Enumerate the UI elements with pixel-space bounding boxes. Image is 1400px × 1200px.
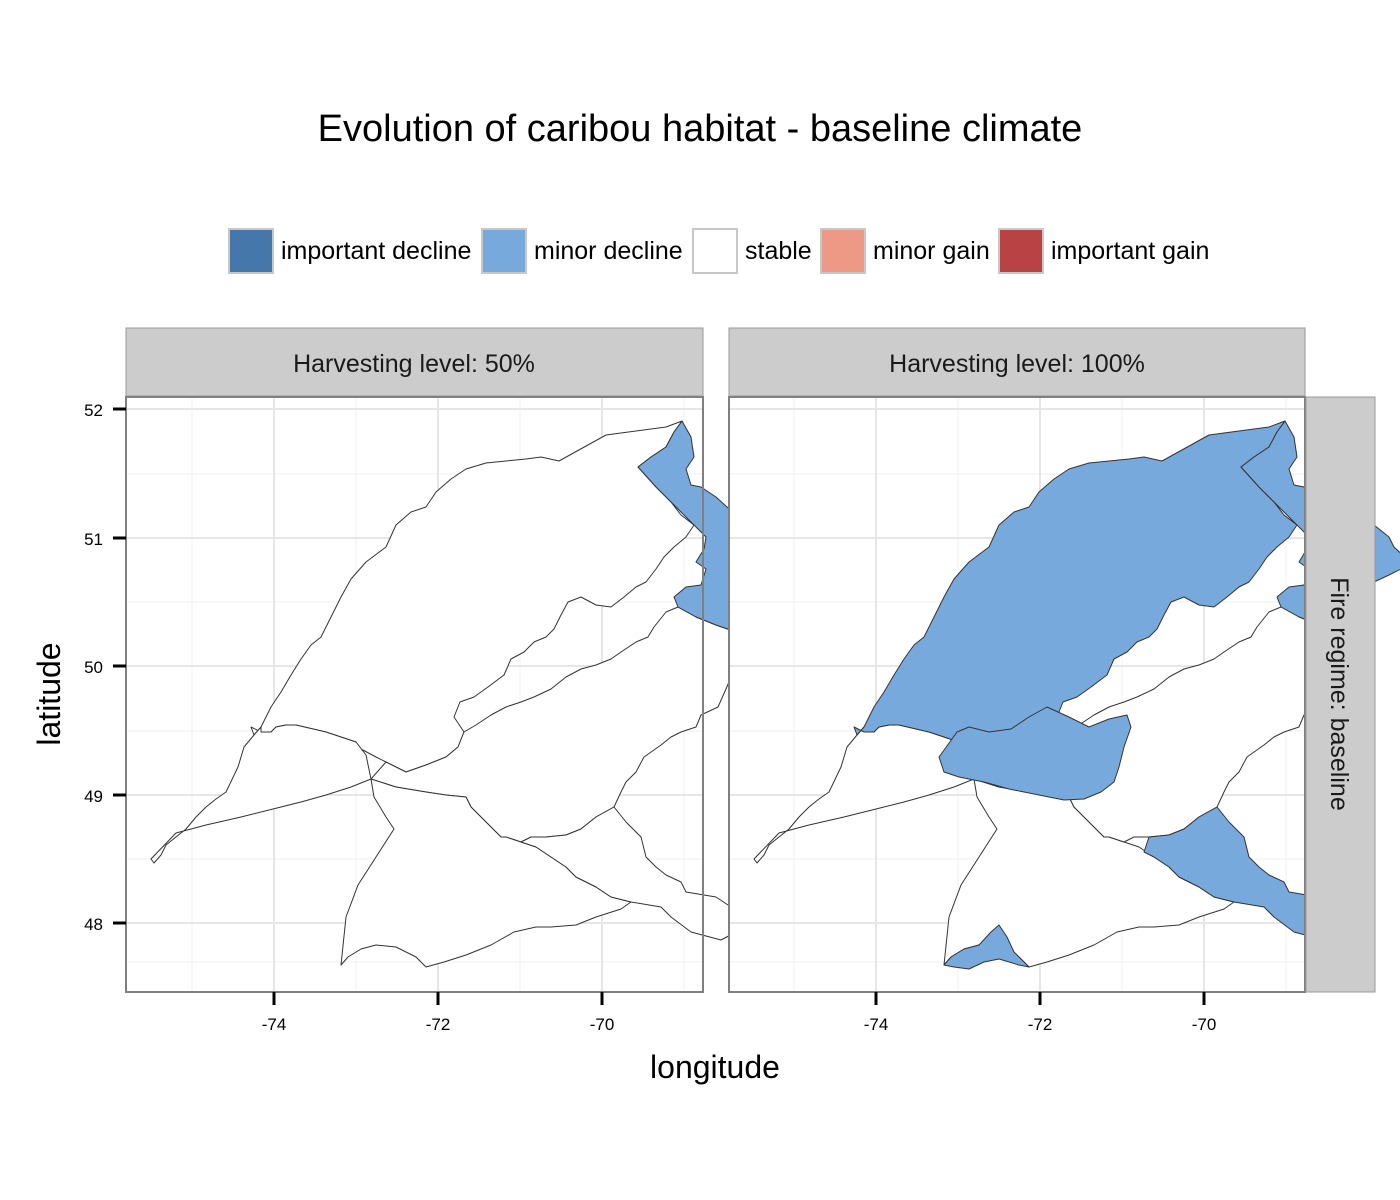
strip-row xyxy=(1305,396,1376,993)
y-tick-label: 51 xyxy=(84,530,103,549)
x-tick-label: -74 xyxy=(864,1015,889,1034)
strip-right xyxy=(728,327,1306,397)
strip-right-label: Harvesting level: 100% xyxy=(889,350,1145,378)
panel-border-right xyxy=(728,396,1306,993)
legend-swatch-important-decline xyxy=(228,228,274,274)
legend-label: minor decline xyxy=(534,236,683,265)
legend-item-important-decline: important decline xyxy=(228,225,471,277)
legend-swatch-minor-decline xyxy=(481,228,527,274)
strip-row-label: Fire regime: baseline xyxy=(1325,577,1353,810)
plot-area-right xyxy=(728,396,1400,993)
row-strip: Fire regime: baseline xyxy=(1305,396,1376,993)
y-tick-label: 49 xyxy=(84,787,103,806)
map-region-minor-decline xyxy=(938,706,1132,801)
x-axis-right: -74 -72 -70 xyxy=(864,992,1217,1034)
legend-swatch-minor-gain xyxy=(820,228,866,274)
legend-swatch-stable xyxy=(692,228,738,274)
panel-right: Harvesting level: 100% xyxy=(728,327,1400,1034)
panel-left: Harvesting level: 50% xyxy=(84,327,805,1034)
strip-left xyxy=(125,327,704,397)
y-axis: 52 51 50 49 48 xyxy=(84,401,126,934)
map-region-minor-decline xyxy=(943,924,1030,970)
legend-item-minor-decline: minor decline xyxy=(481,225,683,277)
panel-border-left xyxy=(125,396,704,993)
legend-label: minor gain xyxy=(873,236,990,265)
legend-swatch-important-gain xyxy=(998,228,1044,274)
chart-title: Evolution of caribou habitat - baseline … xyxy=(317,108,1083,150)
legend-item-minor-gain: minor gain xyxy=(820,225,990,277)
x-tick-label: -72 xyxy=(1028,1015,1053,1034)
y-tick-label: 52 xyxy=(84,401,103,420)
plot-area-left xyxy=(125,396,805,993)
legend-label: important decline xyxy=(281,236,472,265)
x-tick-label: -72 xyxy=(426,1015,451,1034)
x-tick-label: -70 xyxy=(590,1015,615,1034)
x-tick-label: -74 xyxy=(262,1015,287,1034)
legend-label: important gain xyxy=(1051,236,1210,265)
x-axis-left: -74 -72 -70 xyxy=(262,992,615,1034)
y-axis-title: latitude xyxy=(31,642,67,745)
legend-label: stable xyxy=(745,236,812,265)
y-tick-label: 48 xyxy=(84,915,103,934)
legend: important decline minor decline stable m… xyxy=(0,225,1400,277)
x-axis-title: longitude xyxy=(650,1049,780,1085)
y-tick-label: 50 xyxy=(84,658,103,677)
x-tick-label: -70 xyxy=(1192,1015,1217,1034)
legend-item-important-gain: important gain xyxy=(998,225,1209,277)
strip-left-label: Harvesting level: 50% xyxy=(293,350,535,378)
legend-item-stable: stable xyxy=(692,225,812,277)
